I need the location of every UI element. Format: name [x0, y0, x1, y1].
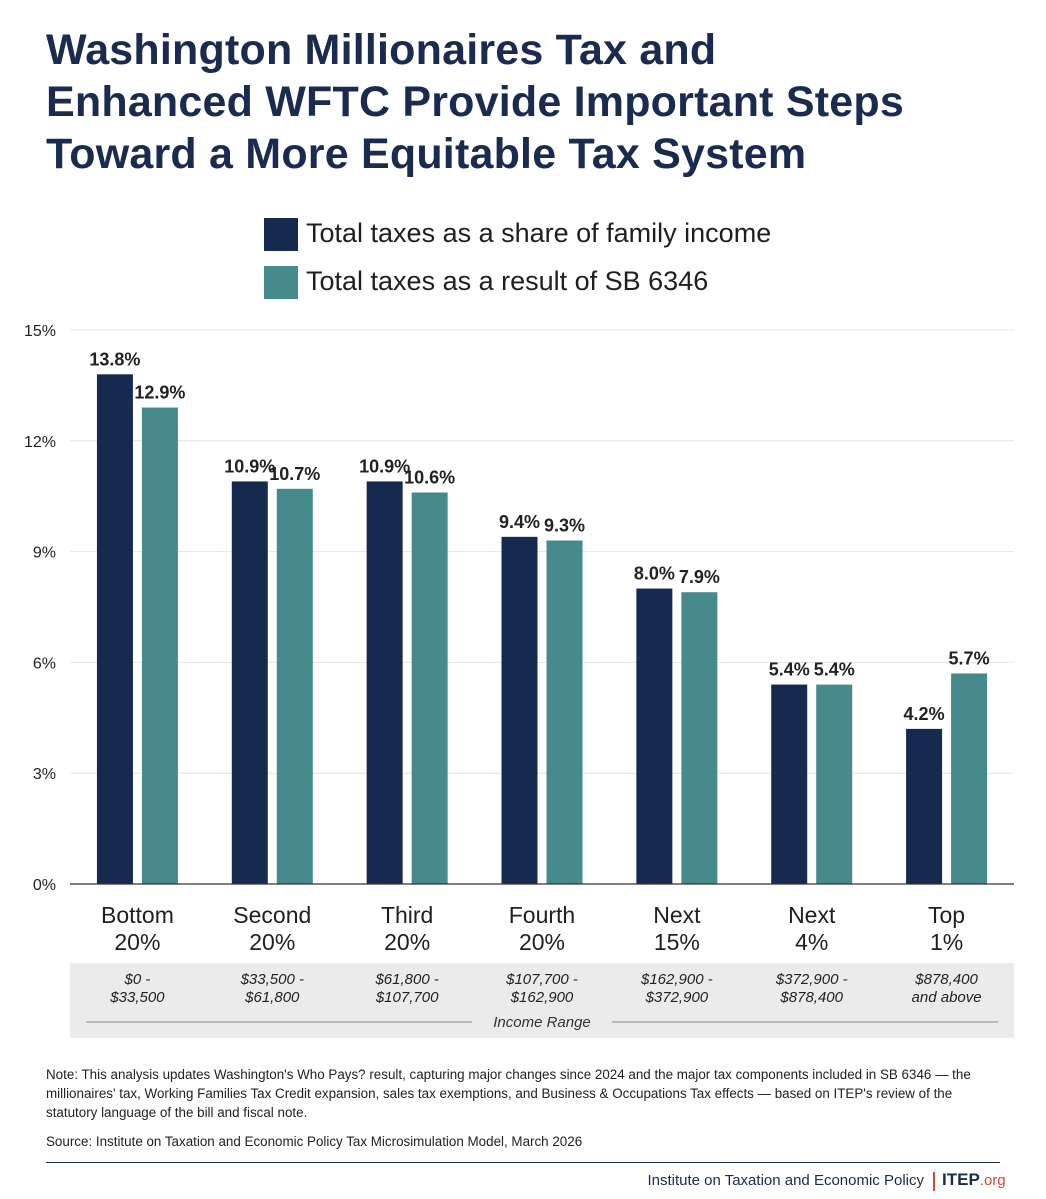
- x-category-label: 20%: [519, 929, 565, 955]
- bar-value-label: 12.9%: [134, 383, 185, 403]
- y-tick-label: 6%: [33, 655, 56, 672]
- x-category-label: Fourth: [509, 902, 575, 928]
- bar-current: [906, 728, 943, 884]
- x-category-label: Third: [381, 902, 433, 928]
- income-range-label: $372,900 -: [775, 971, 848, 988]
- bar-value-label: 5.7%: [949, 648, 990, 668]
- footnote: Note: This analysis updates Washington's…: [46, 1067, 971, 1120]
- bar-current: [96, 374, 133, 884]
- bar-current: [231, 481, 268, 884]
- bar-value-label: 9.3%: [544, 516, 585, 536]
- bar-current: [636, 588, 673, 884]
- legend-swatch-teal: [264, 266, 298, 299]
- source-note: Source: Institute on Taxation and Econom…: [46, 1134, 583, 1149]
- org-name: Institute on Taxation and Economic Polic…: [647, 1172, 924, 1189]
- x-category-label: Second: [233, 902, 311, 928]
- bar-current: [771, 684, 808, 884]
- x-category-label: Next: [788, 902, 836, 928]
- bar-value-label: 4.2%: [904, 704, 945, 724]
- x-category-label: 1%: [930, 929, 963, 955]
- title-line: Enhanced WFTC Provide Important Steps: [46, 78, 904, 126]
- income-range-label: $162,900 -: [640, 971, 713, 988]
- bar-value-label: 10.9%: [224, 456, 275, 476]
- bar-sb6346: [141, 407, 178, 884]
- income-range-label: $878,400: [914, 971, 978, 988]
- legend-swatch-navy: [264, 218, 298, 251]
- income-range-label: $107,700: [375, 989, 439, 1006]
- x-category-label: 20%: [384, 929, 430, 955]
- bar-value-label: 13.8%: [89, 349, 140, 369]
- x-category-label: Bottom: [101, 902, 174, 928]
- income-range-label: $162,900: [510, 989, 574, 1006]
- income-range-label: $61,800: [244, 989, 300, 1006]
- bar-current: [366, 481, 403, 884]
- bar-value-label: 7.9%: [679, 567, 720, 587]
- income-range-label: and above: [912, 989, 982, 1006]
- bar-value-label: 5.4%: [814, 660, 855, 680]
- chart-title: Washington Millionaires Tax and Enhanced…: [46, 24, 1006, 180]
- x-category-label: 20%: [114, 929, 160, 955]
- logo-ext: .org: [979, 1172, 1006, 1189]
- income-range-band: [70, 963, 1014, 1038]
- y-tick-label: 12%: [24, 434, 56, 451]
- legend-label: Total taxes as a result of SB 6346: [306, 266, 709, 296]
- y-tick-label: 9%: [33, 545, 56, 562]
- bar-sb6346: [951, 673, 988, 884]
- x-category-label: 15%: [654, 929, 700, 955]
- income-range-label: $33,500 -: [240, 971, 304, 988]
- y-tick-label: 3%: [33, 766, 56, 783]
- x-category-label: Top: [928, 902, 965, 928]
- y-tick-label: 15%: [24, 323, 56, 340]
- bar-sb6346: [681, 592, 718, 884]
- bar-value-label: 9.4%: [499, 512, 540, 532]
- title-line: Toward a More Equitable Tax System: [46, 130, 807, 178]
- bar-sb6346: [546, 540, 583, 884]
- bar-value-label: 10.6%: [404, 468, 455, 488]
- x-category-label: Next: [653, 902, 701, 928]
- income-range-label: $33,500: [109, 989, 165, 1006]
- bottom-divider: [46, 1162, 1000, 1163]
- y-tick-label: 0%: [33, 877, 56, 894]
- itep-logo: ITEP.org: [942, 1170, 1006, 1190]
- x-category-label: 4%: [795, 929, 828, 955]
- income-range-label: $878,400: [779, 989, 843, 1006]
- income-range-label: $61,800 -: [374, 971, 438, 988]
- bar-value-label: 10.7%: [269, 464, 320, 484]
- income-range-label: $0 -: [123, 971, 150, 988]
- bar-sb6346: [276, 488, 313, 884]
- income-range-label: $372,900: [645, 989, 709, 1006]
- x-axis-title: Income Range: [493, 1014, 591, 1031]
- bar-value-label: 8.0%: [634, 564, 675, 584]
- org-separator: [933, 1172, 935, 1191]
- title-line: Washington Millionaires Tax and: [46, 26, 717, 74]
- logo-main: ITEP: [942, 1170, 980, 1189]
- bar-current: [501, 536, 538, 884]
- bar-value-label: 10.9%: [359, 456, 410, 476]
- bar-sb6346: [411, 492, 448, 884]
- legend-label: Total taxes as a share of family income: [306, 218, 772, 248]
- bar-value-label: 5.4%: [769, 660, 810, 680]
- bar-sb6346: [816, 684, 853, 884]
- x-category-label: 20%: [249, 929, 295, 955]
- income-range-label: $107,700 -: [505, 971, 578, 988]
